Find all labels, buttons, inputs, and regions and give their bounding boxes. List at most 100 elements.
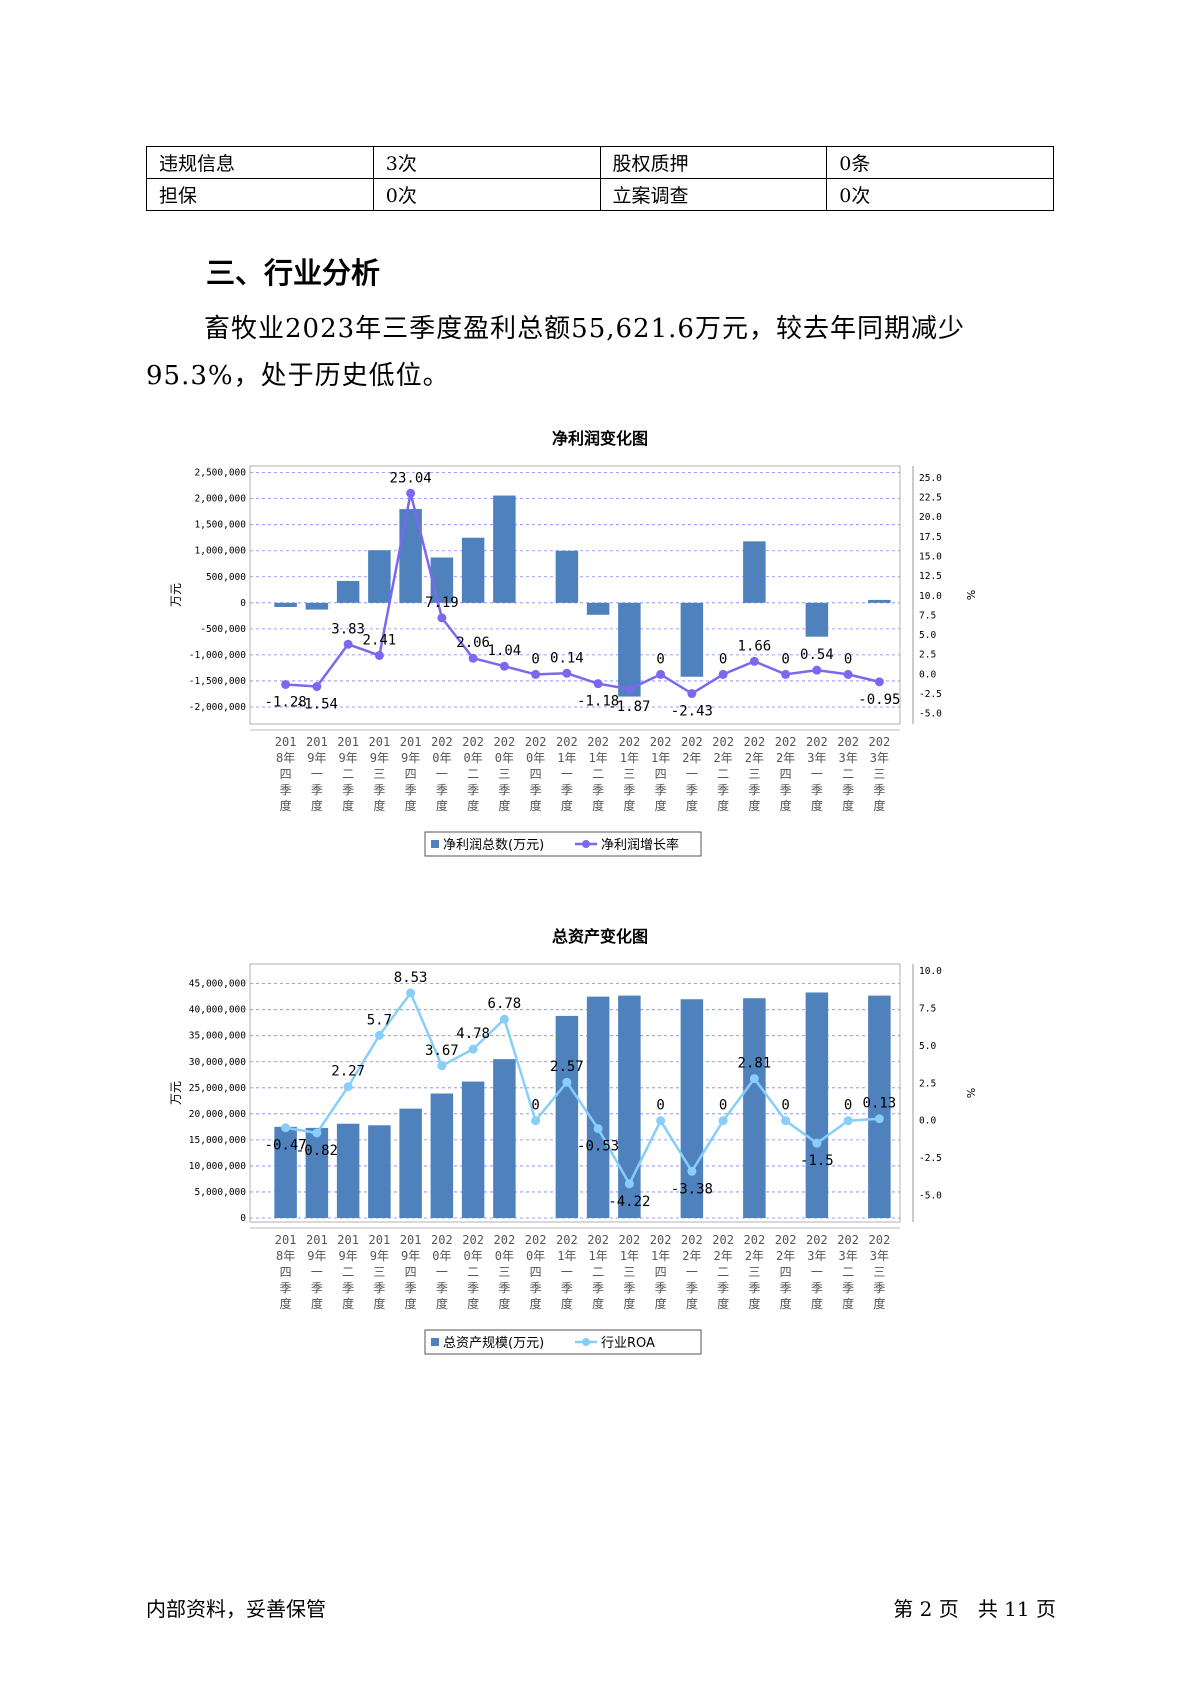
bar — [680, 602, 704, 677]
x-tick-label: 四 — [280, 767, 292, 781]
data-label: 2.27 — [331, 1064, 365, 1080]
line-point — [374, 1030, 384, 1040]
x-tick-label: 度 — [373, 798, 385, 813]
x-tick-label: 季 — [311, 783, 323, 797]
x-tick-label: 202 — [619, 1233, 641, 1247]
x-tick-label: 202 — [462, 1233, 484, 1247]
line-point — [812, 1138, 822, 1148]
y2-tick-label: 0.0 — [919, 669, 936, 680]
x-tick-label: 202 — [494, 1233, 516, 1247]
x-tick-label: 2年 — [745, 1249, 764, 1263]
x-tick-label: 季 — [873, 1281, 885, 1295]
x-tick-label: 度 — [873, 798, 885, 813]
x-tick-label: 季 — [530, 1281, 542, 1295]
x-tick-label: 201 — [369, 735, 391, 749]
line-point — [406, 488, 416, 498]
data-label: -1.54 — [296, 697, 338, 713]
chart-title: 净利润变化图 — [552, 429, 648, 448]
x-tick-label: 一 — [561, 1265, 573, 1279]
x-tick-label: 一 — [811, 767, 823, 781]
x-tick-label: 度 — [342, 1296, 354, 1311]
bar — [368, 1125, 391, 1218]
data-label: 0 — [781, 1098, 789, 1114]
bar — [305, 602, 329, 610]
x-tick-label: 季 — [342, 783, 354, 797]
x-tick-label: 9年 — [339, 751, 358, 765]
bar — [461, 537, 485, 603]
x-tick-label: 202 — [806, 735, 828, 749]
y2-tick-label: 25.0 — [919, 473, 942, 484]
y-tick-label: 30,000,000 — [189, 1057, 246, 1068]
y-tick-label: 500,000 — [206, 572, 246, 583]
x-tick-label: 0年 — [464, 751, 483, 765]
x-tick-label: 度 — [311, 798, 323, 813]
x-tick-label: 202 — [806, 1233, 828, 1247]
x-tick-label: 2年 — [776, 1249, 795, 1263]
x-tick-label: 度 — [530, 798, 542, 813]
x-tick-label: 季 — [561, 1281, 573, 1295]
x-tick-label: 一 — [436, 767, 448, 781]
x-tick-label: 度 — [592, 798, 604, 813]
data-label: 0 — [719, 651, 727, 667]
y2-tick-label: 20.0 — [919, 512, 942, 523]
bar — [555, 1015, 579, 1218]
x-tick-label: 一 — [561, 767, 573, 781]
data-label: 0 — [531, 1098, 539, 1114]
x-tick-label: 9年 — [401, 751, 420, 765]
x-tick-label: 二 — [717, 767, 729, 781]
x-tick-label: 二 — [467, 1265, 479, 1279]
series-line — [285, 492, 880, 695]
x-tick-label: 四 — [405, 767, 417, 781]
table-row: 违规信息 3次 股权质押 0条 — [146, 146, 1054, 179]
y-tick-label: 45,000,000 — [189, 979, 246, 990]
bar — [399, 509, 422, 603]
legend-swatch-point — [582, 1338, 590, 1346]
line-point — [468, 1044, 478, 1054]
chart-title: 总资产变化图 — [552, 927, 648, 946]
data-label: 0 — [531, 651, 539, 667]
y2-tick-label: -5.0 — [919, 709, 942, 720]
bar — [336, 580, 360, 603]
y2-tick-label: 5.0 — [919, 1041, 936, 1052]
x-tick-label: 三 — [873, 1265, 885, 1279]
y2-axis-label: % — [964, 590, 977, 600]
line-point — [687, 1166, 697, 1176]
y-tick-label: -1,000,000 — [189, 650, 246, 661]
bar — [743, 541, 766, 603]
table-row: 担保 0次 立案调查 0次 — [146, 178, 1054, 211]
y2-tick-label: 2.5 — [919, 650, 936, 661]
x-tick-label: 四 — [655, 767, 667, 781]
table-cell: 担保 — [146, 178, 374, 211]
y-tick-label: 0 — [240, 598, 246, 609]
x-tick-label: 三 — [373, 767, 385, 781]
line-point — [562, 668, 572, 678]
x-tick-label: 度 — [748, 798, 760, 813]
x-tick-label: 二 — [342, 1265, 354, 1279]
line-point — [749, 1074, 759, 1084]
line-point — [374, 650, 384, 660]
legend-label: 净利润增长率 — [601, 837, 679, 853]
x-tick-label: 三 — [498, 767, 510, 781]
line-point — [656, 669, 666, 679]
x-tick-label: 度 — [811, 1296, 823, 1311]
line-point — [343, 639, 353, 649]
x-tick-label: 度 — [655, 1296, 667, 1311]
x-tick-label: 202 — [712, 1233, 734, 1247]
x-tick-label: 201 — [400, 1233, 422, 1247]
x-tick-label: 度 — [717, 798, 729, 813]
x-tick-label: 三 — [373, 1265, 385, 1279]
x-tick-label: 度 — [842, 798, 854, 813]
data-label: 23.04 — [390, 470, 432, 486]
x-tick-label: 四 — [530, 1265, 542, 1279]
net-profit-chart: 净利润变化图 2,500,000 2,000,000 1,500,000 1,000,0… — [160, 420, 1040, 880]
line-point — [624, 684, 634, 694]
x-tick-label: 201 — [306, 735, 328, 749]
x-tick-label: 9年 — [370, 1249, 389, 1263]
x-tick-label: 四 — [405, 1265, 417, 1279]
footer-confidential: 内部资料，妥善保管 — [146, 1597, 326, 1621]
legend-box — [424, 831, 702, 857]
x-tick-label: 四 — [780, 1265, 792, 1279]
x-tick-label: 度 — [342, 798, 354, 813]
x-tick-label: 202 — [619, 735, 641, 749]
x-tick-label: 3年 — [807, 1249, 826, 1263]
